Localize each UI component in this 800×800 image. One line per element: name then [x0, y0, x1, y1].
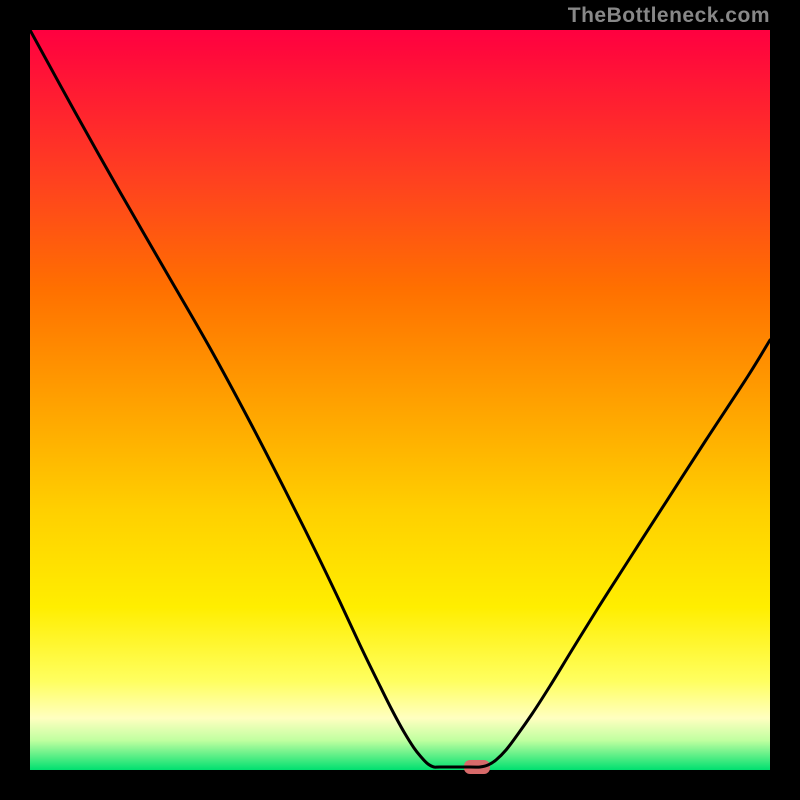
curve-path [30, 30, 770, 767]
gradient-plot-area [30, 30, 770, 770]
watermark-text: TheBottleneck.com [568, 4, 770, 28]
chart-container: TheBottleneck.com [0, 0, 800, 800]
bottleneck-curve [30, 30, 770, 770]
